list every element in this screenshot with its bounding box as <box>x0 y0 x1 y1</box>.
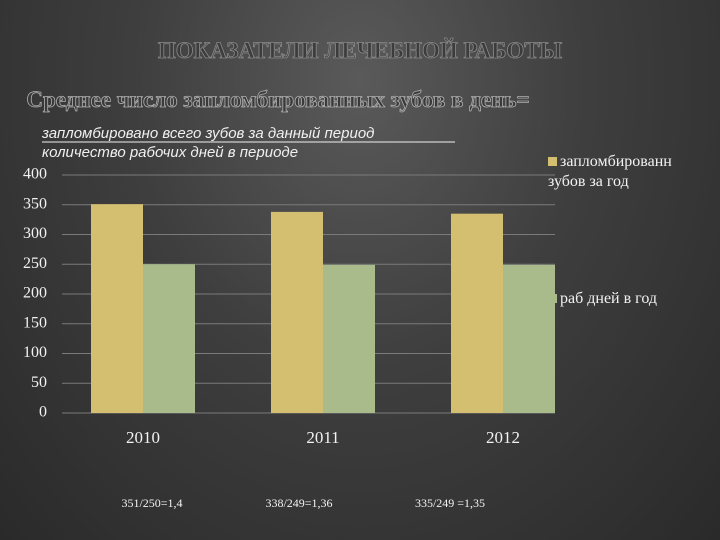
bar <box>143 264 195 413</box>
legend-item: раб дней в год <box>548 289 698 309</box>
chart-subtitle: Среднее число запломбированных зубов в д… <box>26 87 529 112</box>
legend-label: запломбированн зубов за год <box>548 153 672 190</box>
y-tick-label: 250 <box>23 255 47 272</box>
legend-swatch <box>548 294 557 303</box>
x-tick-label: 2012 <box>486 428 520 447</box>
y-tick-label: 100 <box>23 344 47 361</box>
formula-numerator: запломбировано всего зубов за данный пер… <box>41 125 374 142</box>
y-tick-label: 50 <box>31 374 47 391</box>
y-tick-label: 300 <box>23 225 47 242</box>
legend-label: раб дней в год <box>560 290 658 307</box>
y-tick-label: 200 <box>23 285 47 302</box>
y-tick-label: 0 <box>39 404 47 421</box>
bar <box>451 213 503 413</box>
annotation: 338/249=1,36 <box>265 496 332 510</box>
bar <box>91 204 143 413</box>
y-tick-label: 350 <box>23 195 47 212</box>
chart-title: ПОКАЗАТЕЛИ ЛЕЧЕБНОЙ РАБОТЫ <box>158 38 563 63</box>
bar <box>323 264 375 413</box>
legend-item: запломбированн зубов за год <box>548 152 698 192</box>
formula-denominator: количество рабочих дней в периоде <box>42 144 298 161</box>
bar <box>503 264 555 413</box>
y-tick-label: 150 <box>23 314 47 331</box>
annotation: 351/250=1,4 <box>121 496 182 510</box>
annotation: 335/249 =1,35 <box>415 496 485 510</box>
legend-swatch <box>548 157 557 166</box>
x-tick-label: 2011 <box>306 428 339 447</box>
x-tick-label: 2010 <box>126 428 160 447</box>
y-tick-label: 400 <box>23 166 47 183</box>
bar <box>271 211 323 413</box>
